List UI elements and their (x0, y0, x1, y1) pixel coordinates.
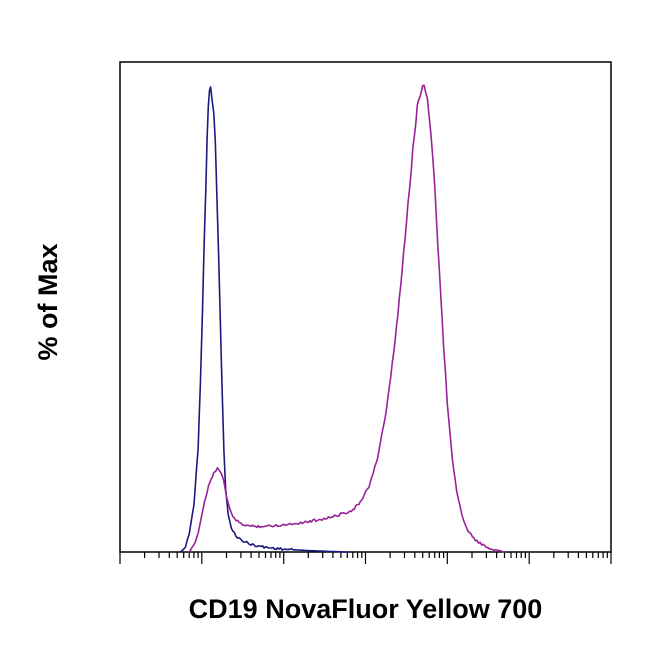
x-axis-label: CD19 NovaFluor Yellow 700 (189, 594, 543, 624)
x-axis-ticks (119, 552, 612, 564)
y-axis-label: % of Max (33, 243, 63, 360)
histogram-series-1 (179, 86, 349, 553)
series-layer (179, 84, 506, 553)
histogram-series-2 (188, 84, 506, 553)
